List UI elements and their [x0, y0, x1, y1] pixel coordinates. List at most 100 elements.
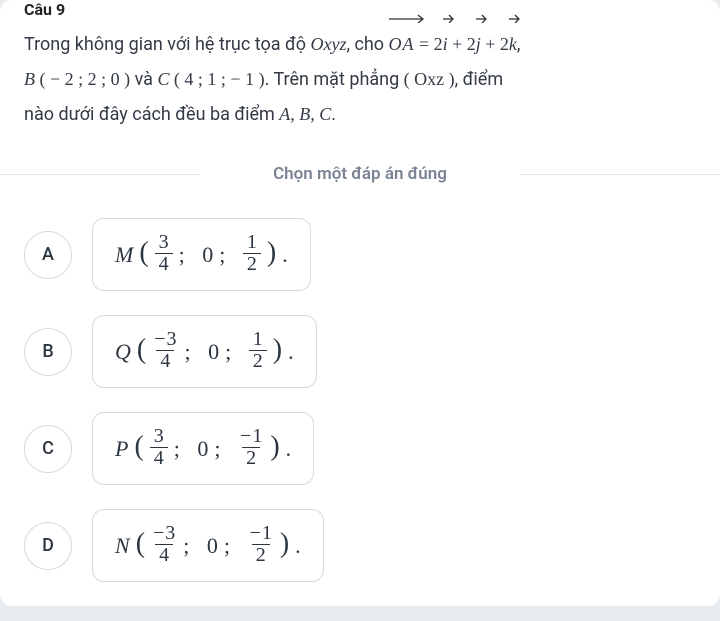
rparen-b: )	[273, 334, 282, 366]
option-A-mid: 0	[202, 242, 213, 268]
option-D-num1: 3	[165, 522, 175, 544]
option-B-frac1: −34	[152, 329, 178, 372]
neg-d1: −	[153, 522, 164, 544]
vector-i: i	[443, 27, 448, 62]
vector-k-label: k	[509, 34, 517, 54]
option-A-frac2: 12	[243, 232, 261, 275]
option-C-den1: 4	[150, 447, 168, 469]
option-A-num1: 3	[157, 232, 171, 253]
lparen-d: (	[136, 528, 145, 560]
option-B-letter: B	[24, 328, 72, 376]
dot: .	[282, 242, 288, 268]
option-C-pointname: P	[115, 436, 128, 462]
q-period: .	[331, 104, 336, 125]
sep2-c: ;	[214, 436, 220, 462]
option-D-pointname: N	[115, 533, 130, 559]
option-D-frac2: −12	[248, 523, 274, 566]
option-D-letter: D	[24, 522, 72, 570]
option-C-letter: C	[24, 425, 72, 473]
sep: ;	[179, 242, 185, 268]
option-C-num2: 1	[252, 425, 262, 447]
q-abc: A, B, C	[279, 104, 331, 124]
question-card: Câu 9 Trong không gian với hệ trục tọa đ…	[0, 0, 720, 606]
question-text: Trong không gian với hệ trục tọa độ Oxyz…	[0, 23, 720, 152]
q-2j-coef: 2	[467, 34, 476, 54]
q-rest2: , điểm	[455, 69, 503, 90]
q-eq: =	[419, 34, 434, 54]
lparen-c: (	[134, 431, 143, 463]
q-plus1: +	[452, 34, 462, 54]
rparen-c: )	[270, 431, 279, 463]
vector-i-label: i	[443, 34, 448, 54]
option-A-letter: A	[24, 231, 72, 279]
neg-b1: −	[154, 328, 165, 350]
option-C-frac2: −12	[238, 426, 264, 469]
q-B-coords: ( − 2 ; 2 ; 0 )	[39, 69, 130, 89]
option-A-frac1: 34	[155, 232, 173, 275]
option-C-frac1: 34	[150, 426, 168, 469]
rparen-d: )	[280, 528, 289, 560]
option-B-num1: 3	[167, 328, 177, 350]
q-C: C	[157, 69, 169, 89]
option-B-num2: 1	[251, 329, 265, 350]
q-rest1: . Trên mặt phẳng	[265, 69, 404, 90]
vector-OA-label: OA	[389, 34, 415, 54]
option-C-mid: 0	[197, 436, 208, 462]
option-B-den2: 2	[249, 350, 267, 372]
sep2-b: ;	[225, 339, 231, 365]
option-C-num1: 3	[152, 426, 166, 447]
sep-b: ;	[185, 339, 191, 365]
question-number: Câu 9	[0, 0, 720, 23]
option-B-frac2: 12	[249, 329, 267, 372]
q-text-1: Trong không gian với hệ trục tọa độ	[24, 34, 310, 55]
vector-j-label: j	[476, 34, 481, 54]
q-oxyz: Oxyz	[310, 34, 346, 54]
option-D-frac1: −34	[151, 523, 177, 566]
q-plus2: +	[485, 34, 495, 54]
option-D-num2: 1	[262, 522, 272, 544]
sep2: ;	[219, 242, 225, 268]
sep2-d: ;	[224, 533, 230, 559]
q-2i-coef: 2	[434, 34, 443, 54]
option-B[interactable]: B Q ( −34 ; 0; 12 ) .	[24, 315, 696, 388]
option-B-box: Q ( −34 ; 0; 12 ) .	[92, 315, 317, 388]
q-Oxz: ( Oxz )	[404, 69, 455, 89]
option-A-den1: 4	[155, 253, 173, 275]
option-C-den2: 2	[242, 447, 260, 469]
q-line3: nào dưới đây cách đều ba điểm	[24, 104, 279, 125]
q-2k-coef: 2	[500, 34, 509, 54]
dot-d: .	[295, 533, 301, 559]
sep-c: ;	[174, 436, 180, 462]
option-A[interactable]: A M ( 34 ; 0; 12 ) .	[24, 218, 696, 291]
neg-d2: −	[250, 522, 261, 544]
q-cho: , cho	[346, 34, 388, 55]
dot-b: .	[288, 339, 294, 365]
q-C-coords: ( 4 ; 1 ; − 1 )	[174, 69, 265, 89]
choose-prompt: Chọn một đáp án đúng	[0, 152, 720, 196]
option-A-num2: 1	[245, 232, 259, 253]
option-B-pointname: Q	[115, 339, 131, 365]
option-C[interactable]: C P ( 34 ; 0; −12 ) .	[24, 412, 696, 485]
options-list: A M ( 34 ; 0; 12 ) . B Q (	[0, 196, 720, 588]
option-D[interactable]: D N ( −34 ; 0; −12 ) .	[24, 509, 696, 582]
option-A-pointname: M	[115, 242, 133, 268]
rparen: )	[267, 237, 276, 269]
lparen: (	[139, 237, 148, 269]
vector-k: k	[509, 27, 517, 62]
option-C-box: P ( 34 ; 0; −12 ) .	[92, 412, 314, 485]
q-B: B	[24, 69, 35, 89]
option-D-box: N ( −34 ; 0; −12 ) .	[92, 509, 324, 582]
option-D-mid: 0	[207, 533, 218, 559]
vector-OA: OA	[389, 27, 415, 62]
q-va: và	[135, 69, 158, 90]
sep-d: ;	[183, 533, 189, 559]
option-D-den1: 4	[155, 544, 173, 566]
option-B-den1: 4	[156, 350, 174, 372]
option-A-den2: 2	[243, 253, 261, 275]
q-comma: ,	[517, 34, 521, 55]
lparen-b: (	[137, 334, 146, 366]
option-D-den2: 2	[252, 544, 270, 566]
option-B-mid: 0	[208, 339, 219, 365]
option-A-box: M ( 34 ; 0; 12 ) .	[92, 218, 311, 291]
dot-c: .	[286, 436, 292, 462]
